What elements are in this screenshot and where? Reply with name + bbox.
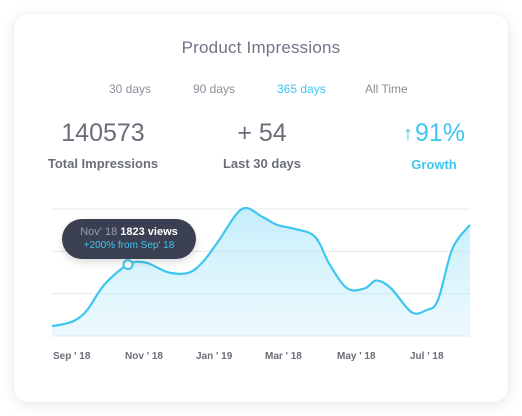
tooltip-views: 1823 views <box>120 226 178 238</box>
tab-all-time[interactable]: All Time <box>365 82 408 96</box>
x-tick-label: Jul ' 18 <box>410 351 444 362</box>
impressions-card: Product Impressions 30 days 90 days 365 … <box>14 14 508 402</box>
stat-label: Total Impressions <box>47 156 159 171</box>
x-tick-label: May ' 18 <box>337 351 376 362</box>
tooltip-change: +200% from Sep' 18 <box>83 240 175 251</box>
x-tick-label: Mar ' 18 <box>265 351 302 362</box>
stat-total-impressions: 140573 Total Impressions <box>38 118 168 171</box>
x-tick-label: Jan ' 19 <box>196 351 233 362</box>
tab-90-days[interactable]: 90 days <box>193 82 236 96</box>
stat-value: 140573 <box>61 119 145 147</box>
chart-points <box>122 259 134 271</box>
stat-label: Last 30 days <box>222 156 302 171</box>
chart-area <box>52 208 470 336</box>
highlight-point[interactable] <box>122 259 134 271</box>
arrow-up-icon: ↑ <box>402 123 413 145</box>
stat-label: Growth <box>411 157 457 172</box>
stat-last-30-days: + 54 Last 30 days <box>210 118 314 171</box>
stat-growth: ↑91% Growth <box>384 118 484 172</box>
chart-tooltip: Nov' 18 1823 views +200% from Sep' 18 <box>62 219 196 259</box>
tab-365-days[interactable]: 365 days <box>277 82 326 96</box>
x-tick-label: Nov ' 18 <box>125 351 163 362</box>
card-title: Product Impressions <box>181 38 341 57</box>
tooltip-month: Nov' 18 <box>80 226 118 238</box>
impressions-chart: Sep ' 18 Nov ' 18 Jan ' 19 Mar ' 18 May ' 18… <box>51 206 471 362</box>
x-axis-ticks: Sep ' 18 Nov ' 18 Jan ' 19 Mar ' 18 May ' 18… <box>53 351 444 362</box>
time-range-tabs: 30 days 90 days 365 days All Time <box>14 82 508 98</box>
tab-30-days[interactable]: 30 days <box>109 82 152 96</box>
stat-value: 91% <box>414 119 466 147</box>
stat-value: + 54 <box>237 119 287 147</box>
x-tick-label: Sep ' 18 <box>53 351 91 362</box>
chart-line <box>51 206 471 328</box>
